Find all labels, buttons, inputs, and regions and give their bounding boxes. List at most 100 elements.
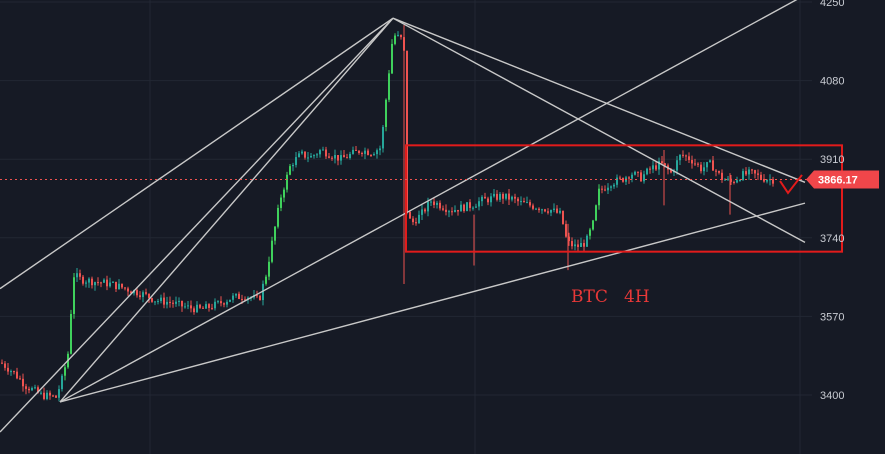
candle-body — [187, 305, 189, 307]
candle-body — [598, 188, 600, 206]
candle-body — [349, 153, 351, 159]
candle-body — [766, 180, 768, 182]
candle-body — [412, 218, 414, 223]
candle-body — [280, 197, 282, 208]
candle-body — [607, 187, 609, 191]
candle-body — [457, 209, 459, 212]
candle-body — [493, 193, 495, 197]
candle-body — [61, 375, 63, 390]
candle-body — [361, 152, 363, 154]
y-tick-label: 4080 — [820, 76, 844, 88]
candle-body — [88, 278, 90, 283]
candle-body — [472, 207, 474, 209]
candle-body — [337, 155, 339, 161]
candle-body — [343, 155, 345, 158]
candle-body — [295, 157, 297, 165]
candle-body — [148, 293, 150, 299]
candle-body — [214, 301, 216, 309]
candle-body — [244, 299, 246, 301]
candle-body — [166, 301, 168, 305]
candle-body — [613, 184, 615, 187]
candle-body — [643, 174, 645, 182]
y-axis[interactable]: 4250 4080 3910 3740 3570 3400 — [820, 0, 844, 402]
candle-body — [109, 282, 111, 287]
candle-body — [331, 157, 333, 159]
trendline — [59, 17, 394, 403]
candle-body — [76, 273, 78, 278]
candle-body — [487, 198, 489, 203]
candle-body — [34, 387, 36, 389]
candle-body — [124, 287, 126, 289]
candle-body — [397, 34, 399, 36]
candle-body — [565, 224, 567, 237]
candle-body — [79, 273, 81, 277]
candle-body — [289, 166, 291, 175]
drawings — [0, 0, 843, 433]
candle-body — [220, 301, 222, 304]
candle-body — [484, 196, 486, 199]
candle-body — [646, 168, 648, 175]
candle-body — [46, 392, 48, 399]
trendline — [392, 17, 806, 183]
candle-body — [28, 388, 30, 391]
candle-body — [538, 208, 540, 211]
candle-body — [655, 165, 657, 170]
candle-body — [103, 279, 105, 283]
candle-body — [499, 193, 501, 200]
candle-body — [352, 149, 354, 154]
candle-body — [433, 201, 435, 205]
candle-body — [373, 154, 375, 156]
candle-body — [715, 170, 717, 172]
current-price-tag: 3866.17 — [806, 170, 879, 189]
candle-body — [238, 293, 240, 299]
candle-body — [586, 235, 588, 247]
check-mark — [779, 174, 803, 195]
candle-body — [514, 196, 516, 199]
current-price-label: 3866.17 — [818, 174, 858, 186]
candle-body — [409, 211, 411, 219]
candle-body — [523, 201, 525, 203]
candle-body — [193, 308, 195, 313]
candle-body — [217, 301, 219, 303]
trendline — [0, 17, 394, 290]
candle-body — [664, 163, 666, 166]
candle-body — [274, 226, 276, 241]
candle-body — [370, 154, 372, 156]
candle-body — [40, 392, 42, 394]
candle-body — [535, 208, 537, 210]
candle-body — [226, 301, 228, 305]
candle-body — [73, 277, 75, 314]
candle-body — [400, 34, 402, 38]
candle-body — [757, 173, 759, 175]
candle-body — [415, 222, 417, 224]
candle-body — [52, 395, 54, 397]
candle-body — [301, 151, 303, 154]
candle-body — [502, 193, 504, 199]
candle-body — [466, 202, 468, 212]
candle-body — [115, 281, 117, 290]
candle-body — [70, 313, 72, 354]
candle-body — [661, 161, 663, 164]
candle-body — [745, 171, 747, 175]
candle-body — [202, 307, 204, 309]
candle-body — [619, 177, 621, 179]
candle-body — [517, 198, 519, 202]
candle-body — [184, 306, 186, 308]
candle-body — [139, 295, 141, 298]
candle-body — [307, 157, 309, 159]
candle-body — [730, 178, 732, 182]
candle-body — [616, 177, 618, 185]
candle-body — [277, 207, 279, 227]
candle-body — [58, 389, 60, 398]
candle-body — [736, 180, 738, 183]
y-tick-label: 3570 — [820, 311, 844, 323]
candle-body — [421, 209, 423, 215]
candle-body — [532, 205, 534, 209]
candle-body — [478, 201, 480, 207]
candle-body — [733, 181, 735, 183]
candle-body — [367, 150, 369, 155]
candle-body — [454, 209, 456, 212]
candle-body — [100, 282, 102, 284]
